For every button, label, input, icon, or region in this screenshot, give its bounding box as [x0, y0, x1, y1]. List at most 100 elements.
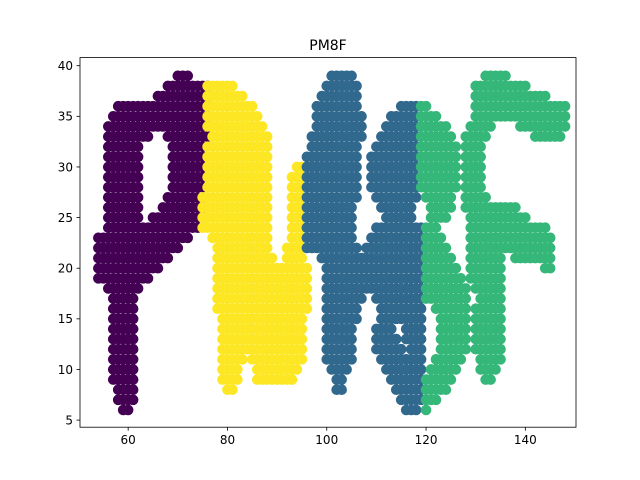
data-point — [351, 141, 362, 153]
data-point — [296, 323, 308, 335]
data-point — [132, 212, 144, 223]
data-point — [495, 354, 506, 365]
y-tick-label: 15 — [58, 312, 73, 326]
data-point — [246, 100, 258, 112]
data-point — [475, 151, 486, 163]
chart-title: PM8F — [309, 38, 346, 54]
data-point — [495, 343, 506, 355]
data-point — [495, 303, 506, 315]
y-tick-label: 20 — [58, 262, 73, 276]
data-point — [495, 293, 506, 304]
data-point — [415, 354, 427, 365]
data-point — [450, 141, 462, 153]
data-point — [261, 181, 273, 193]
data-point — [127, 394, 139, 406]
data-point — [142, 273, 154, 284]
data-point — [554, 131, 566, 142]
data-point — [301, 293, 313, 304]
data-point — [450, 364, 462, 375]
data-point — [132, 161, 144, 173]
data-point — [346, 333, 357, 345]
data-point — [351, 90, 362, 102]
data-point — [510, 202, 521, 213]
data-point — [336, 384, 347, 396]
data-point — [445, 252, 457, 264]
data-point — [127, 364, 139, 375]
data-point — [415, 333, 427, 345]
data-point — [415, 343, 427, 355]
data-point — [346, 212, 357, 223]
data-point — [495, 283, 506, 294]
data-point — [485, 121, 496, 132]
data-point — [227, 384, 238, 396]
data-point — [237, 354, 248, 365]
data-point — [420, 404, 432, 416]
data-point — [450, 171, 462, 183]
data-point — [261, 131, 273, 142]
data-point — [351, 303, 362, 315]
data-point — [132, 151, 144, 163]
data-point — [261, 232, 273, 244]
data-point — [132, 283, 144, 294]
data-point — [301, 273, 313, 284]
data-point — [460, 283, 472, 294]
data-point — [346, 70, 357, 82]
data-point — [420, 100, 432, 112]
data-point — [450, 181, 462, 193]
series-4 — [415, 70, 571, 416]
data-point — [544, 252, 556, 264]
data-point — [495, 313, 506, 325]
data-point — [127, 303, 139, 315]
data-point — [256, 121, 268, 132]
data-point — [291, 364, 303, 375]
data-point — [152, 262, 164, 274]
data-point — [127, 323, 139, 335]
data-point — [251, 111, 263, 122]
data-point — [296, 252, 308, 264]
data-point — [127, 333, 139, 345]
data-point — [132, 192, 144, 203]
data-point — [182, 232, 194, 244]
data-point — [495, 333, 506, 345]
plot-frame — [79, 57, 577, 428]
data-point — [261, 222, 273, 234]
x-tick-label: 120 — [415, 433, 438, 447]
data-point — [227, 80, 238, 92]
y-tick-label: 35 — [58, 110, 73, 124]
data-point — [544, 232, 556, 244]
x-axis: 60 80 100 120 140 — [121, 427, 537, 447]
data-point — [296, 313, 308, 325]
data-point — [430, 222, 442, 234]
data-point — [351, 313, 362, 325]
data-point — [346, 222, 357, 234]
data-point — [460, 343, 472, 355]
data-point — [430, 111, 442, 122]
data-point — [495, 262, 506, 274]
data-point — [544, 242, 556, 254]
data-point — [122, 404, 134, 416]
data-point — [296, 354, 308, 365]
data-point — [182, 70, 194, 82]
data-point — [132, 141, 144, 153]
data-point — [127, 374, 139, 385]
data-point — [296, 343, 308, 355]
data-point — [480, 192, 491, 203]
data-point — [460, 333, 472, 345]
x-tick-label: 140 — [514, 433, 537, 447]
data-point — [172, 242, 184, 254]
data-point — [132, 202, 144, 213]
y-tick-label: 10 — [58, 363, 73, 377]
x-tick-label: 60 — [121, 433, 136, 447]
data-point — [346, 323, 357, 335]
data-point — [475, 171, 486, 183]
data-point — [132, 181, 144, 193]
data-point — [351, 171, 362, 183]
data-point — [232, 374, 243, 385]
data-point — [480, 131, 491, 142]
series-2 — [197, 80, 313, 396]
data-point — [485, 374, 496, 385]
data-point — [460, 323, 472, 335]
data-point — [475, 141, 486, 153]
data-point — [495, 323, 506, 335]
data-point — [351, 100, 362, 112]
